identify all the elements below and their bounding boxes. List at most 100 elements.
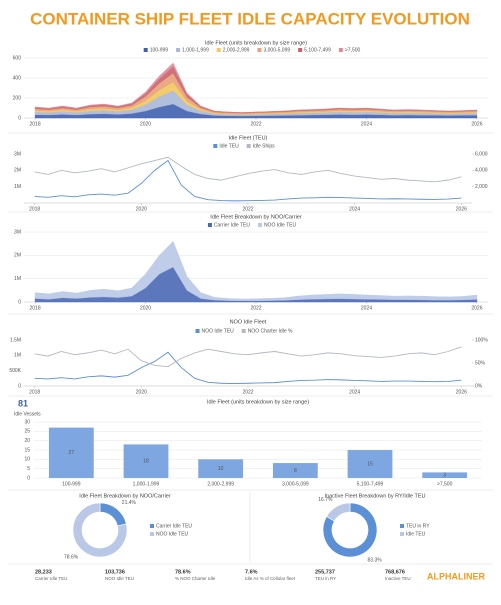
x-tick-label: 2020 [136,389,147,395]
line-series [34,351,462,385]
y-axis-label: Idle Vessels [14,411,41,417]
y-tick-label: 0 [27,475,30,481]
donut-slice [72,502,128,558]
legend-swatch [216,48,221,52]
kpi-label: NOO Idle TEU [105,576,134,581]
x-tick-label: 2020 [140,121,151,127]
legend-swatch [400,524,404,528]
y-tick-label: 20 [24,438,30,444]
kpi-label: Carrier Idle TEU [35,576,67,581]
x-tick-label: 2022 [250,305,261,311]
bar-value-label: 10 [218,466,224,472]
bar-value-label: 15 [367,461,373,467]
y2-tick-label: 100% [475,337,488,343]
bar [347,450,393,478]
y-tick-label: 0 [18,299,21,305]
kpi-value: 7.6% [245,569,258,575]
legend: Carrier Idle TEU NOO Idle TEU [207,222,297,228]
y2-tick-label: 4,000 [475,168,488,174]
legend-label: Carrier Idle TEU [156,523,192,529]
kpi-value: 255,737 [315,569,335,575]
legend-swatch [246,144,251,148]
kpi-label: TEU in RY [315,576,336,581]
bar-value-label: 8 [294,468,297,474]
x-tick-label: >7,500 [437,481,453,487]
panel-title: Idle Fleet (units breakdown by size rang… [207,399,309,405]
donut-slice [322,502,378,558]
kpi-value: 768,676 [385,569,405,575]
bar [272,463,318,478]
headline-number: 81 [18,398,28,408]
legend-swatch [298,48,303,52]
line-series [34,159,462,202]
legend-label: 2,000-2,999 [223,47,250,53]
y-tick-label: 0 [18,383,21,389]
y-tick-label: 1M [14,276,21,282]
legend-swatch [150,532,154,536]
panel-title: Idle Fleet Breakdown by NOO/Carrier [79,493,171,499]
y2-tick-label: 6,000 [475,151,488,157]
legend-label: 5,100-7,499 [304,47,331,53]
y-tick-label: 15 [24,447,30,453]
x-tick-label: 2018 [29,389,40,395]
y-tick-label: 30 [24,419,30,425]
bar [422,472,468,478]
kpi-value: 103,736 [105,569,125,575]
x-tick-label: 2026 [456,389,467,395]
y-tick-label: 0 [18,115,21,121]
x-tick-label: 100-999 [62,481,81,487]
kpi-label: Idle As % of Cellular fleet [245,576,296,581]
y-tick-label: 2M [14,168,21,174]
area-series [34,66,478,114]
x-tick-label: 2022 [250,121,261,127]
x-tick-label: 2024 [361,305,372,311]
legend: NOO Idle TEU NOO Charter Idle % [195,328,293,334]
y-tick-label: 1.5M [10,337,21,343]
y2-tick-label: 50% [475,360,486,366]
legend-swatch [150,524,154,528]
legend-swatch [176,48,181,52]
panel-title: NOO Idle Fleet [230,319,267,325]
legend-swatch [241,329,246,333]
x-tick-label: 2026 [471,305,482,311]
page-title: CONTAINER SHIP FLEET IDLE CAPACITY EVOLU… [30,9,470,28]
y2-tick-label: 0% [475,383,483,389]
y-tick-label: 25 [24,429,30,435]
legend: Idle TEU Idle Ships [213,143,275,149]
donut-slice [326,502,351,522]
y-tick-label: 400 [13,75,22,81]
bar [198,459,244,478]
x-tick-label: 2022 [242,206,253,212]
legend-swatch [213,144,218,148]
y-tick-label: 500K [9,368,21,374]
kpi-label: % NOO Charter Idle [175,576,216,581]
x-tick-label: 2024 [349,206,360,212]
legend-swatch [143,48,148,52]
bar-value-label: 18 [143,459,149,465]
legend-label: NOO Idle TEU [264,222,297,228]
bar [48,427,94,478]
panel-title: Idle Fleet Breakdown by NOO/Carrier [210,214,302,220]
panel-title: Idle Fleet (units breakdown by size rang… [205,40,307,46]
legend-label: NOO Charter Idle % [248,328,293,334]
x-tick-label: 2022 [242,389,253,395]
bar-value-label: 3 [443,473,446,479]
legend-label: 100-999 [150,47,169,53]
panel-title: Idle Fleet (TEU) [229,135,268,141]
x-tick-label: 5,100-7,499 [357,481,384,487]
line-series [34,346,462,368]
x-tick-label: 2020 [140,305,151,311]
y2-tick-label: 2,000 [475,184,488,190]
y-tick-label: 3M [14,151,21,157]
y-tick-label: 10 [24,457,30,463]
legend-label: Idle TEU [406,531,426,537]
slice-label: 78.6% [64,555,79,561]
kpi-value: 78.6% [175,569,191,575]
legend-label: 3,000-5,099 [263,47,290,53]
legend: 100-999 1,000-1,999 2,000-2,999 3,000-5,099… [143,47,361,53]
legend-swatch [195,329,200,333]
legend-label: TEU in RY [406,523,430,529]
y-tick-label: 1M [14,184,21,190]
bar [123,444,169,478]
